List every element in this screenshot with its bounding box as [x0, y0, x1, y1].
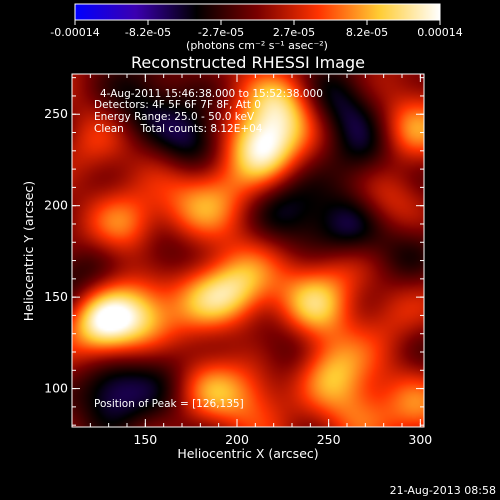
x-tick-label: 150: [133, 432, 157, 447]
y-tick-label: 200: [44, 198, 68, 213]
chart-title: Reconstructed RHESSI Image: [131, 53, 365, 72]
colorbar-tick-label-4: 8.2e-05: [346, 26, 388, 39]
annotation-time-range: 4-Aug-2011 15:46:38.000 to 15:52:38.000: [100, 88, 323, 100]
y-tick-label: 150: [44, 289, 68, 304]
plot-frame: [71, 73, 425, 428]
colorbar-tick-label-5: 0.00014: [417, 26, 463, 39]
colorbar-gradient: [74, 3, 441, 21]
y-tick-label: 100: [44, 381, 68, 396]
x-tick-label: 200: [225, 432, 249, 447]
y-tick-label: 250: [44, 106, 68, 121]
colorbar-tick-label-3: 2.7e-05: [273, 26, 315, 39]
colorbar-tick-label-2: -2.7e-05: [198, 26, 244, 39]
y-axis-label: Heliocentric Y (arcsec): [21, 181, 36, 321]
colorbar-unit-label: (photons cm⁻² s⁻¹ asec⁻²): [186, 39, 328, 52]
colorbar-tick-label-0: -0.00014: [50, 26, 99, 39]
colorbar-ticks: [74, 20, 441, 25]
colorbar-tick-label-1: -8.2e-05: [125, 26, 171, 39]
annotation-detectors: Detectors: 4F 5F 6F 7F 8F, Att 0: [94, 99, 261, 111]
x-tick-label: 250: [317, 432, 341, 447]
annotation-peak-position: Position of Peak = [126,135]: [94, 398, 244, 410]
axis-ticks: 150 200 250 300 100 150 200 250: [44, 74, 432, 447]
footer-timestamp: 21-Aug-2013 08:58: [390, 484, 496, 497]
x-tick-label: 300: [408, 432, 432, 447]
annotation-clean: Clean Total counts: 8.12E+04: [94, 123, 263, 135]
heatmap-image: [72, 74, 424, 427]
colorbar: -0.00014 -8.2e-05 -2.7e-05 2.7e-05 8.2e-…: [50, 3, 463, 52]
annotation-energy-range: Energy Range: 25.0 - 50.0 keV: [94, 111, 255, 123]
x-axis-label: Heliocentric X (arcsec): [177, 446, 318, 461]
